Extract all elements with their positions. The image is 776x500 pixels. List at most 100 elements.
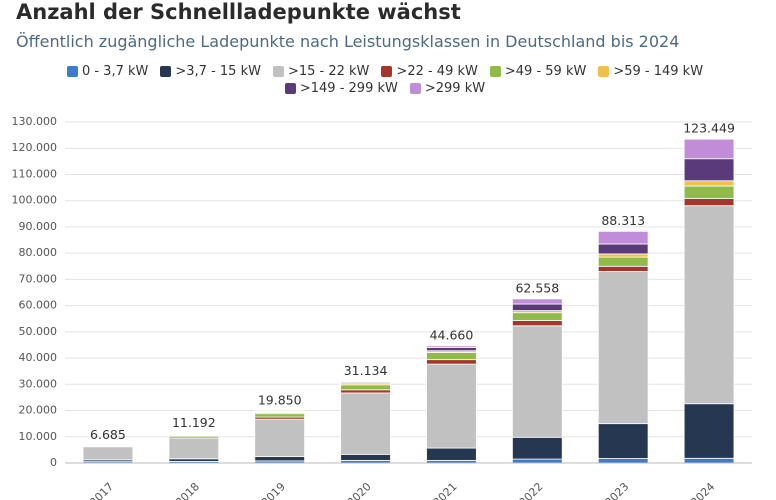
y-tick-label: 20.000 <box>19 404 58 417</box>
legend-label: >3,7 - 15 kW <box>175 64 261 79</box>
bar-segment <box>597 253 649 258</box>
legend-item: >22 - 49 kW <box>381 64 478 79</box>
legend-label: >149 - 299 kW <box>299 81 398 96</box>
total-label: 88.313 <box>601 213 645 228</box>
y-tick-label: 100.000 <box>12 194 58 207</box>
bar-segment <box>340 392 391 455</box>
legend-swatch <box>598 66 610 77</box>
chart-title: Anzahl der Schnellladepunkte wächst <box>16 0 461 24</box>
x-tick-label: 2019 <box>259 480 288 500</box>
y-tick-label: 70.000 <box>19 272 58 285</box>
bar-segment <box>254 410 305 412</box>
y-tick-label: 10.000 <box>19 430 58 443</box>
legend-label: 0 - 3,7 kW <box>81 64 149 79</box>
bar-segment <box>426 359 477 365</box>
x-tick-label: 2018 <box>173 480 202 500</box>
y-tick-label: 90.000 <box>19 220 58 233</box>
y-tick-label: 30.000 <box>19 377 58 390</box>
y-tick-label: 130.000 <box>12 115 58 128</box>
bar-segment <box>512 458 563 464</box>
bar-segment <box>597 256 649 267</box>
legend-swatch <box>160 66 172 77</box>
y-tick-label: 60.000 <box>19 299 58 312</box>
legend-swatch <box>381 66 393 77</box>
x-tick-label: 2020 <box>345 480 374 500</box>
bar-segment <box>254 413 305 418</box>
legend-item: 0 - 3,7 kW <box>66 64 149 79</box>
bar-segment <box>340 453 391 461</box>
bar-segment <box>512 325 563 438</box>
bar-segment <box>512 298 563 305</box>
bar-segment <box>683 205 735 405</box>
x-tick-label: 2023 <box>602 480 631 500</box>
total-label: 11.192 <box>172 415 216 430</box>
total-label: 31.134 <box>344 363 388 378</box>
bar-segment <box>683 158 735 182</box>
y-tick-label: 120.000 <box>12 141 58 154</box>
bar-segment <box>168 437 220 460</box>
bar-segment <box>340 384 391 391</box>
chart-subtitle: Öffentlich zugängliche Ladepunkte nach L… <box>16 32 680 51</box>
bar-segment <box>683 185 735 199</box>
chart: 0 10.000 20.000 30.000 40.000 50.000 60.000 70.… <box>12 115 752 500</box>
legend-item: >59 - 149 kW <box>598 64 703 79</box>
bar-segment <box>426 447 477 461</box>
bar-segment <box>683 457 735 464</box>
x-tick-label: 2022 <box>517 480 546 500</box>
y-tick-label: 110.000 <box>12 167 58 180</box>
legend-swatch <box>284 83 296 94</box>
bar-segment <box>597 423 649 459</box>
legend-item: >149 - 299 kW <box>284 81 398 96</box>
legend-label: >59 - 149 kW <box>613 64 704 79</box>
bar-segment <box>597 243 649 255</box>
x-tick-label: 2024 <box>688 480 717 500</box>
bar-segment <box>683 403 735 459</box>
legend-label: >15 - 22 kW <box>287 64 370 79</box>
bar-segment <box>82 446 134 461</box>
bar-segment <box>683 180 735 187</box>
legend-swatch <box>409 83 421 94</box>
bar-segment <box>512 320 563 327</box>
legend: 0 - 3,7 kW >3,7 - 15 kW >15 - 22 kW >22 - 4… <box>40 64 730 96</box>
legend-item: >15 - 22 kW <box>272 64 370 79</box>
bar-segment <box>426 363 477 449</box>
y-tick-label: 40.000 <box>19 351 58 364</box>
bar-segment <box>426 347 477 352</box>
legend-item: >3,7 - 15 kW <box>160 64 261 79</box>
legend-item: >49 - 59 kW <box>489 64 587 79</box>
bar-segment <box>597 458 649 464</box>
total-label: 123.449 <box>683 121 735 136</box>
total-label: 44.660 <box>430 327 474 342</box>
y-tick-label: 50.000 <box>19 325 58 338</box>
bar-segment <box>254 418 305 457</box>
bar-segment <box>254 456 305 462</box>
bar-segment <box>512 312 563 321</box>
legend-item: >299 kW <box>409 81 486 96</box>
x-tick-label: 2021 <box>431 480 460 500</box>
bar-segment <box>683 138 735 160</box>
bar-segment <box>597 230 649 245</box>
legend-label: >22 - 49 kW <box>396 64 478 79</box>
bar-segment <box>426 352 477 361</box>
legend-label: >299 kW <box>424 81 486 96</box>
y-tick-label: 80.000 <box>19 246 58 259</box>
x-tick-label: 2017 <box>87 480 116 500</box>
bar-segment <box>426 345 477 348</box>
y-tick-label: 0 <box>50 456 57 469</box>
legend-label: >49 - 59 kW <box>504 64 587 79</box>
legend-swatch <box>489 66 501 77</box>
total-label: 62.558 <box>515 280 559 295</box>
bar-segment <box>683 198 735 207</box>
bar-segment <box>597 265 649 272</box>
bar-segment <box>340 389 391 394</box>
bar-segment <box>168 433 220 435</box>
legend-swatch <box>66 66 78 77</box>
bar-segment <box>512 303 563 311</box>
bar-segment <box>512 436 563 460</box>
bar-segment <box>597 271 649 425</box>
total-label: 6.685 <box>90 427 126 442</box>
bar-segment <box>340 380 391 383</box>
legend-swatch <box>272 66 284 77</box>
total-label: 19.850 <box>258 392 302 407</box>
